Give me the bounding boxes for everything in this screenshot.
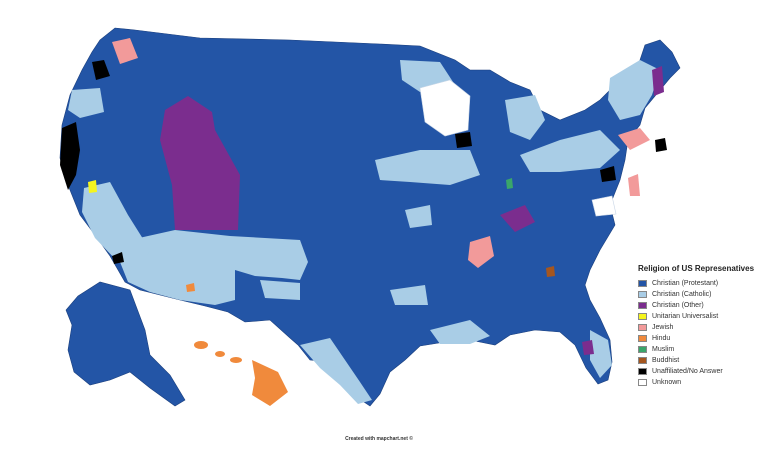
legend-title: Religion of US Represenatives [638,264,755,273]
nw-california-coast [60,122,80,190]
legend-label: Christian (Catholic) [652,291,712,298]
legend-swatch [638,379,647,386]
kentucky-region [500,205,535,232]
florida-north [582,340,594,355]
legend-label: Christian (Protestant) [652,280,719,287]
unaffiliated-regions [60,60,667,264]
jewish-regions [112,38,650,268]
la-area [112,252,124,264]
legend-swatch [638,313,647,320]
hawaii [194,341,288,406]
iowa-illinois [375,150,480,185]
delaware [600,166,616,182]
virginia-unknown [591,195,617,217]
legend-swatch [638,280,647,287]
arizona-newmexico-region [120,230,308,305]
wisconsin-unknown [419,79,471,137]
oregon-coast [68,88,104,118]
legend-item: Buddhist [638,355,756,366]
legend-label: Christian (Other) [652,302,704,309]
legend-swatch [638,291,647,298]
alaska [65,281,186,407]
legend-label: Hindu [652,335,671,342]
legend-item: Hindu [638,333,756,344]
legend-swatch [638,335,647,342]
legend-item: Christian (Other) [638,300,756,311]
ohio-penn [520,130,620,172]
seattle [92,60,110,80]
california-central [82,182,150,270]
legend-label: Buddhist [652,357,680,364]
legend-swatch [638,302,647,309]
muslim-region [506,178,513,189]
unitarian-region [88,180,97,193]
legend-swatch [638,324,647,331]
legend-swatch [638,346,647,353]
map-credit: Created with mapchart.net © [345,436,413,442]
catholic-regions [68,60,660,404]
legend-label: Muslim [652,346,675,353]
oklahoma-east [390,285,428,305]
legend-item: Unaffiliated/No Answer [638,366,756,377]
new-york-city [618,128,650,150]
legend-item: Christian (Protestant) [638,278,756,289]
legend-label: Unknown [652,379,682,386]
kansas-city [405,205,432,228]
washington-north [112,38,138,64]
legend-item: Muslim [638,344,756,355]
legend-swatch [638,357,647,364]
christian-other-regions [160,66,664,355]
new-hampshire [652,66,664,96]
legend-label: Unitarian Universalist [652,313,719,320]
legend-item: Unknown [638,377,756,388]
legend-item: Christian (Catholic) [638,289,756,300]
south-texas [300,338,372,404]
hindu-region-mainland [186,283,195,292]
legend-item: Jewish [638,322,756,333]
florida-south [590,330,612,378]
michigan-lower [505,95,545,140]
legend-swatch [638,368,647,375]
utah-wyoming [160,96,240,230]
legend: Religion of US Represenatives Christian … [638,264,756,388]
chicago [455,132,472,148]
maryland [628,174,640,196]
west-texas [260,280,300,300]
legend-label: Unaffiliated/No Answer [652,368,723,375]
legend-label: Jewish [652,324,674,331]
legend-item: Unitarian Universalist [638,311,756,322]
mississippi-north [468,236,494,268]
legend-items: Christian (Protestant) Christian (Catholi… [638,278,756,388]
connecticut [655,138,667,152]
new-england [608,60,660,120]
buddhist-region [546,266,555,277]
louisiana-south [430,320,490,344]
